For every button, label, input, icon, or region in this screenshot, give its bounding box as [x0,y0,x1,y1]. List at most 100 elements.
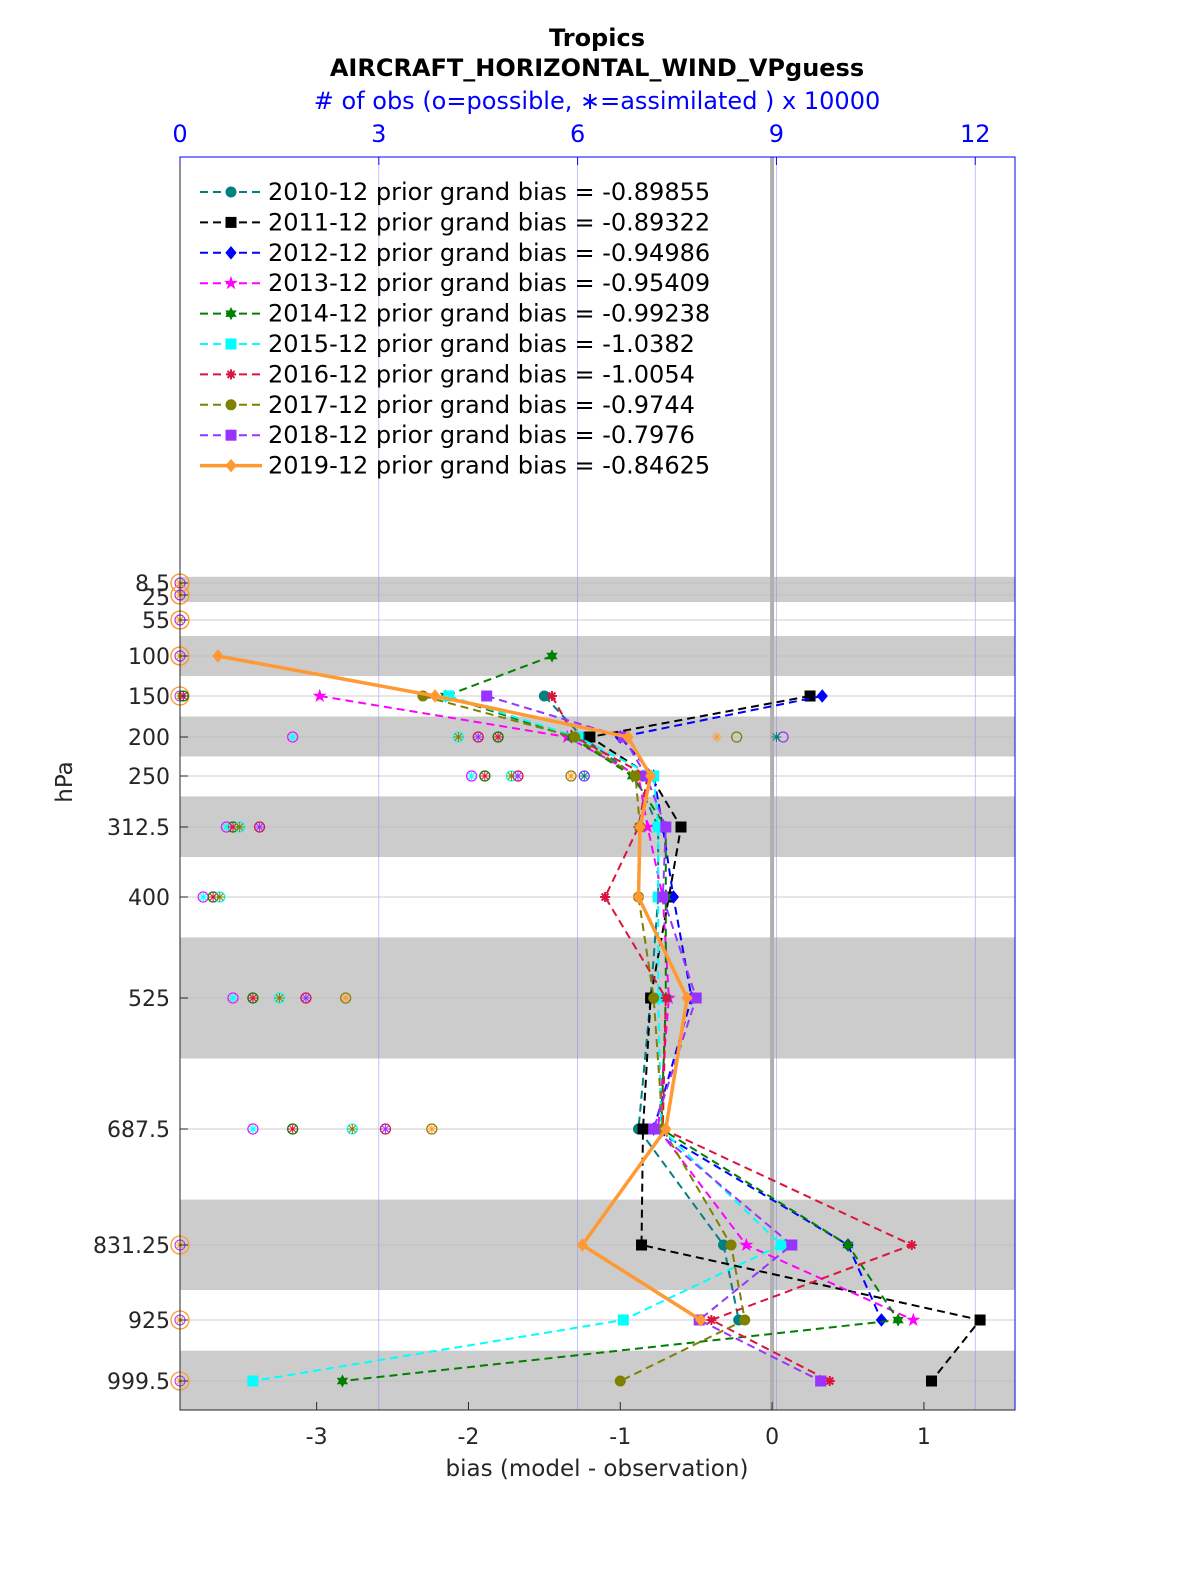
series-point [546,691,557,701]
obs-assimilated-stroke [249,994,257,1002]
series-point [629,770,641,782]
series-point [225,186,237,198]
obs-assimilated-stroke [467,772,476,780]
series-point [660,821,672,833]
legend-item: 2011-12 prior grand bias = -0.89322 [200,208,710,236]
series-point [974,1314,986,1326]
obs-assimilated-stroke [288,733,297,741]
obs-assimilated-marker [711,732,722,742]
y-tick-label: 100 [128,645,170,670]
series-point [336,1374,349,1388]
obs-assimilated-marker [228,993,239,1003]
top-tick-label: 6 [570,120,585,148]
top-tick-label: 3 [371,120,386,148]
series-point-stroke [661,993,671,1003]
obs-assimilated-marker [234,822,245,832]
obs-assimilated-stroke [348,1125,357,1133]
series-line [252,695,783,1382]
top-tick-label: 12 [960,120,991,148]
series-point [648,1123,660,1135]
series-point [842,1238,854,1252]
obs-assimilated-marker [426,1124,437,1134]
obs-assimilated-stroke [480,772,489,780]
series-point [786,1239,798,1251]
obs-assimilated-stroke [302,994,310,1002]
top-axis-label: # of obs (o=possible, ∗=assimilated ) x … [314,87,880,115]
obs-assimilated-marker [347,1124,358,1134]
obs-assimilated-marker [466,771,477,781]
series-point [681,991,693,1005]
obs-assimilated-stroke [514,772,522,780]
legend-label: 2019-12 prior grand bias = -0.84625 [268,452,710,480]
series-point [546,649,558,663]
y-tick-label: 200 [128,726,170,751]
series-10 [212,649,707,1327]
obs-assimilated-marker [473,732,484,742]
series-point [637,1123,649,1135]
obs-assimilated-stroke [209,893,217,901]
series-point [600,892,611,902]
obs-assimilated-stroke [199,893,208,901]
y-tick-label: 525 [128,987,170,1012]
obs-assimilated-stroke [580,772,589,780]
series-point [312,688,327,702]
legend-item: 2016-12 prior grand bias = -1.0054 [200,360,695,388]
obs-assimilated-marker [214,892,225,902]
series-line [217,654,702,1322]
obs-assimilated-stroke [772,733,781,741]
series-point [443,690,455,702]
obs-assimilated-stroke [255,823,264,831]
series-point [660,1122,672,1136]
y-tick-label: 400 [128,886,170,911]
obs-assimilated-stroke [474,733,483,741]
legend-label: 2010-12 prior grand bias = -0.89855 [268,178,710,206]
obs-assimilated-marker [247,993,258,1003]
obs-assimilated-stroke [288,1125,297,1133]
obs-assimilated-stroke [249,1125,257,1133]
series-line [486,695,822,1382]
series-point [632,890,645,904]
obs-assimilated-marker [579,771,590,781]
series-point [226,369,236,380]
obs-assimilated-marker [287,732,298,742]
y-tick-label: 999.5 [107,1370,170,1395]
y-tick-label: 925 [128,1309,170,1334]
y-tick-label: 250 [128,765,170,790]
obs-assimilated-marker [198,892,209,902]
legend-item: 2015-12 prior grand bias = -1.0382 [200,330,695,358]
legend: 2010-12 prior grand bias = -0.898552011-… [200,178,710,480]
series-point-stroke [907,1240,916,1250]
legend-label: 2018-12 prior grand bias = -0.7976 [268,421,695,449]
series-point [739,1314,751,1326]
obs-assimilated-stroke [229,994,237,1002]
obs-assimilated-marker [565,771,576,781]
obs-assimilated-marker [512,771,523,781]
obs-assimilated-marker [771,732,782,742]
chart-title: Tropics [549,24,645,52]
series-point [569,731,581,743]
y-tick-label: 25 [142,586,170,611]
obs-assimilated-marker [340,993,351,1003]
series-point-stroke [226,370,236,379]
series-point [816,689,828,703]
series-point [775,1239,787,1251]
series-point [725,1239,737,1251]
series-point [804,690,816,702]
top-tick-label: 9 [769,120,784,148]
series-point [636,1239,648,1251]
series-point [225,246,237,260]
obs-assimilated-stroke [229,823,237,831]
x-tick-label: 1 [917,1425,931,1450]
level-band [180,716,1015,757]
series-point [225,458,237,473]
series-point [644,769,657,783]
series-point [892,1313,904,1327]
series-point [875,1313,888,1327]
series-point [247,1375,259,1387]
obs-assimilated-stroke [427,1125,436,1133]
level-band [180,1350,1015,1410]
obs-assimilated-stroke [215,893,224,901]
y-tick-label: 831.25 [93,1234,170,1259]
series-point [576,1238,588,1252]
